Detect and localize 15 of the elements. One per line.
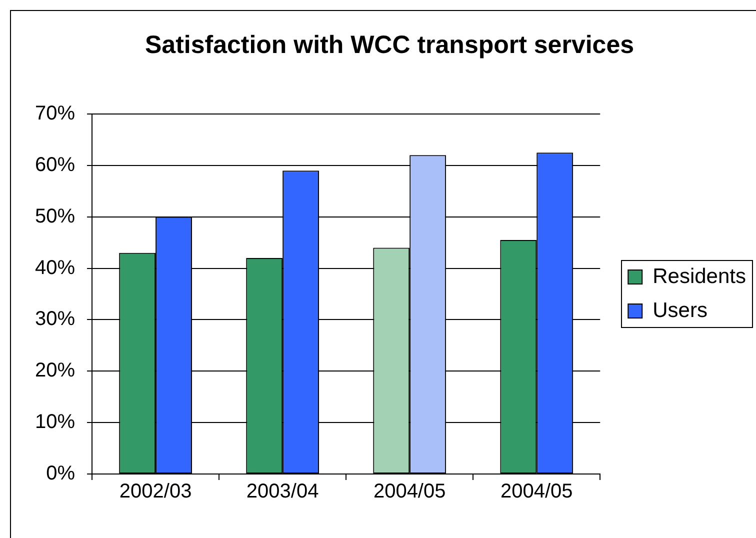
y-tick-label: 60% [35, 154, 76, 176]
y-tick-label: 0% [46, 462, 76, 485]
y-tick-label: 50% [35, 205, 76, 228]
chart-title: Satisfaction with WCC transport services [144, 30, 634, 59]
y-tick-label: 70% [35, 102, 76, 125]
x-tick-label: 2004/05 [500, 480, 573, 503]
y-tick-label: 10% [35, 411, 76, 434]
legend-label: Residents [652, 264, 746, 288]
y-tick-label: 30% [35, 308, 76, 330]
x-tick-label: 2003/04 [246, 480, 319, 503]
x-tick-label: 2004/05 [373, 480, 446, 503]
y-tick-label: 20% [35, 360, 76, 382]
y-tick-label: 40% [35, 256, 76, 279]
legend-label: Users [652, 298, 708, 322]
x-tick-label: 2002/03 [119, 480, 192, 503]
